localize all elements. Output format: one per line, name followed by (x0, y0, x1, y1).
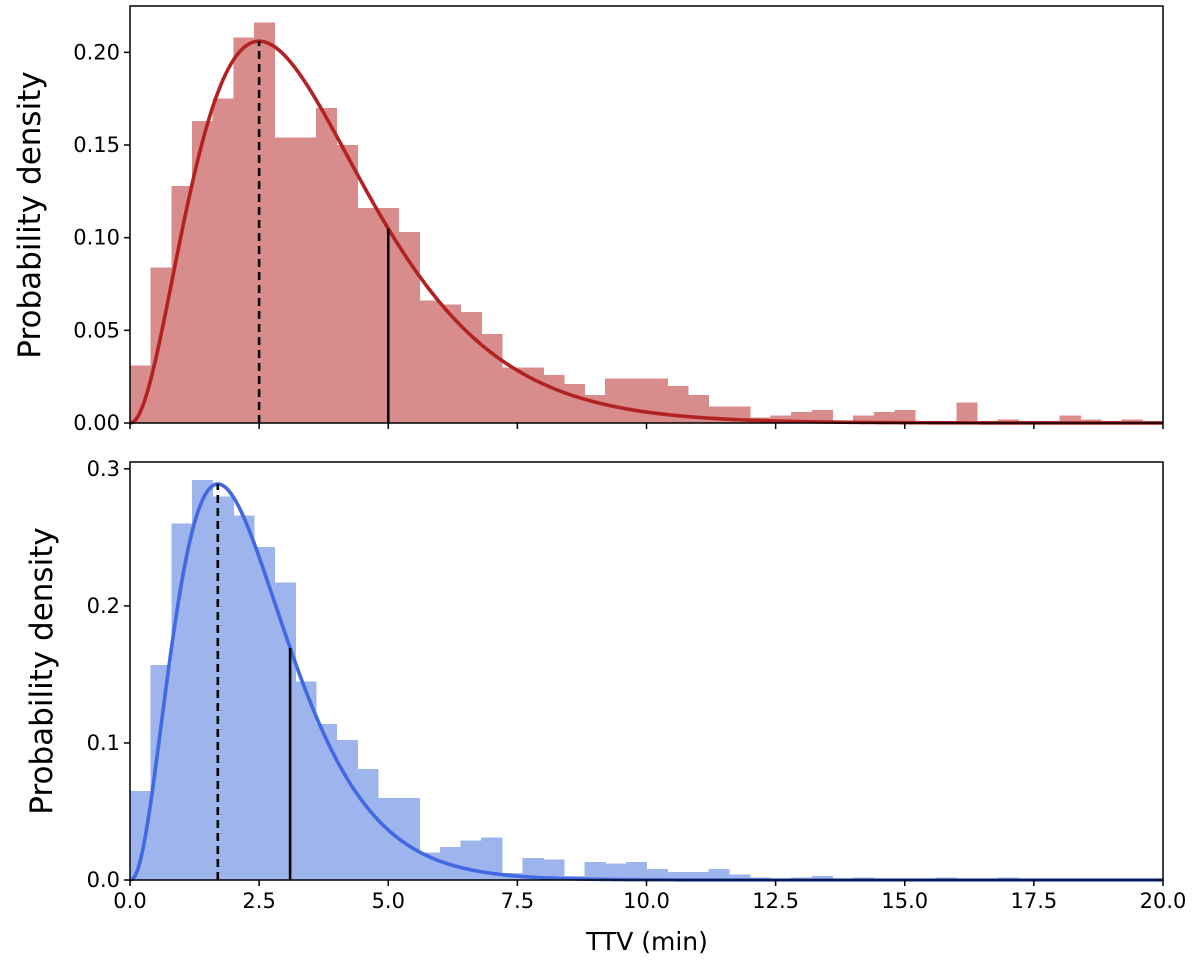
top-panel: 0.00 0.05 0.10 0.15 0.20 (73, 5, 1164, 435)
bottom-histogram-bar (233, 515, 255, 880)
top-histogram-bar (171, 185, 193, 423)
top-histogram-bar (811, 410, 834, 423)
bottom-xtick-label: 2.5 (242, 889, 275, 913)
bottom-histogram-bar (522, 858, 544, 880)
bottom-histogram-bar (315, 723, 338, 880)
top-histogram-bar (253, 22, 276, 424)
bottom-histogram-bar (460, 840, 482, 880)
top-histogram-bar (357, 208, 379, 423)
bottom-histogram-bar (212, 496, 234, 880)
bottom-histogram-bar (191, 479, 214, 880)
top-histogram-bar (191, 120, 214, 423)
bottom-xtick-label: 7.5 (501, 889, 534, 913)
top-histogram-bar (625, 378, 648, 423)
top-histogram-bar (646, 378, 668, 423)
top-ytick-label: 0.15 (73, 133, 120, 157)
top-histogram-bar (1080, 419, 1102, 423)
bottom-ylabel: Probability density (24, 527, 60, 814)
top-histogram-bar (770, 415, 792, 423)
top-histogram-bar (1121, 419, 1143, 423)
bottom-histogram-bar (398, 797, 420, 880)
top-histogram-bar (501, 367, 524, 423)
bottom-histogram-bar (729, 874, 751, 880)
bottom-histogram-bar (274, 582, 296, 880)
bottom-panel: 0.0 0.1 0.2 0.3 0.0 2.5 5.0 7.5 10.0 12.5 15.0 17.5… (87, 457, 1187, 913)
bottom-histogram-bar (667, 871, 689, 880)
top-histogram-bar (233, 37, 255, 424)
top-ytick-label: 0.05 (73, 318, 120, 342)
bottom-histogram-bar (687, 871, 710, 880)
top-histogram-bar (563, 384, 586, 423)
top-histogram-bar (398, 232, 420, 423)
bottom-ytick-label: 0.3 (87, 457, 120, 481)
top-histogram-bar (212, 98, 234, 424)
top-histogram-bar (956, 402, 978, 423)
top-histogram-bar (894, 410, 916, 423)
bottom-ytick-label: 0.1 (87, 731, 120, 755)
top-histogram-bar (605, 378, 627, 423)
bottom-histogram-bar (130, 790, 152, 880)
top-ylabel: Probability density (12, 71, 48, 358)
top-ytick-label: 0.10 (73, 226, 120, 250)
top-ytick-label: 0.00 (73, 411, 120, 435)
bottom-histogram-bar (295, 681, 317, 880)
top-histogram-bar (543, 374, 565, 423)
bottom-histogram-bar (646, 869, 668, 880)
bottom-xtick-label: 20.0 (1140, 889, 1187, 913)
bottom-histogram-bar (625, 862, 648, 880)
bottom-histogram-bar (584, 862, 606, 880)
bottom-xtick-label: 12.5 (752, 889, 799, 913)
bottom-histogram-bar (377, 797, 400, 880)
bottom-histogram-bar (605, 863, 627, 880)
bottom-histogram-bar (150, 664, 172, 880)
bottom-histogram-bar (811, 875, 834, 880)
bottom-ytick-label: 0.2 (87, 594, 120, 618)
bottom-histogram-bar (253, 546, 276, 880)
bottom-xtick-label: 17.5 (1010, 889, 1057, 913)
bottom-histogram-bar (336, 740, 358, 880)
top-histogram-bar (130, 365, 152, 423)
top-histogram-bar (873, 411, 896, 423)
top-histogram-bar (274, 137, 296, 423)
bottom-xlabel: TTV (min) (585, 927, 708, 956)
top-ytick-label: 0.20 (73, 40, 120, 64)
bottom-histogram-bar (708, 869, 730, 880)
bottom-histogram-bar (357, 768, 379, 880)
top-histogram-bar (439, 304, 462, 423)
top-histogram-bar (791, 411, 813, 423)
bottom-ytick-label: 0.0 (87, 868, 120, 892)
top-histogram-bar (419, 300, 441, 423)
top-histogram-bar (1059, 415, 1081, 423)
top-histogram-bar (336, 145, 358, 423)
top-histogram-bar (853, 415, 875, 423)
top-histogram-bar (295, 137, 317, 423)
top-histogram-bar (315, 107, 338, 423)
bottom-xtick-label: 10.0 (623, 889, 670, 913)
bottom-xtick-label: 0.0 (113, 889, 146, 913)
bottom-xtick-label: 15.0 (881, 889, 928, 913)
bottom-histogram-bar (543, 859, 565, 880)
bottom-histogram-bar (481, 837, 503, 880)
bottom-xtick-label: 5.0 (372, 889, 405, 913)
